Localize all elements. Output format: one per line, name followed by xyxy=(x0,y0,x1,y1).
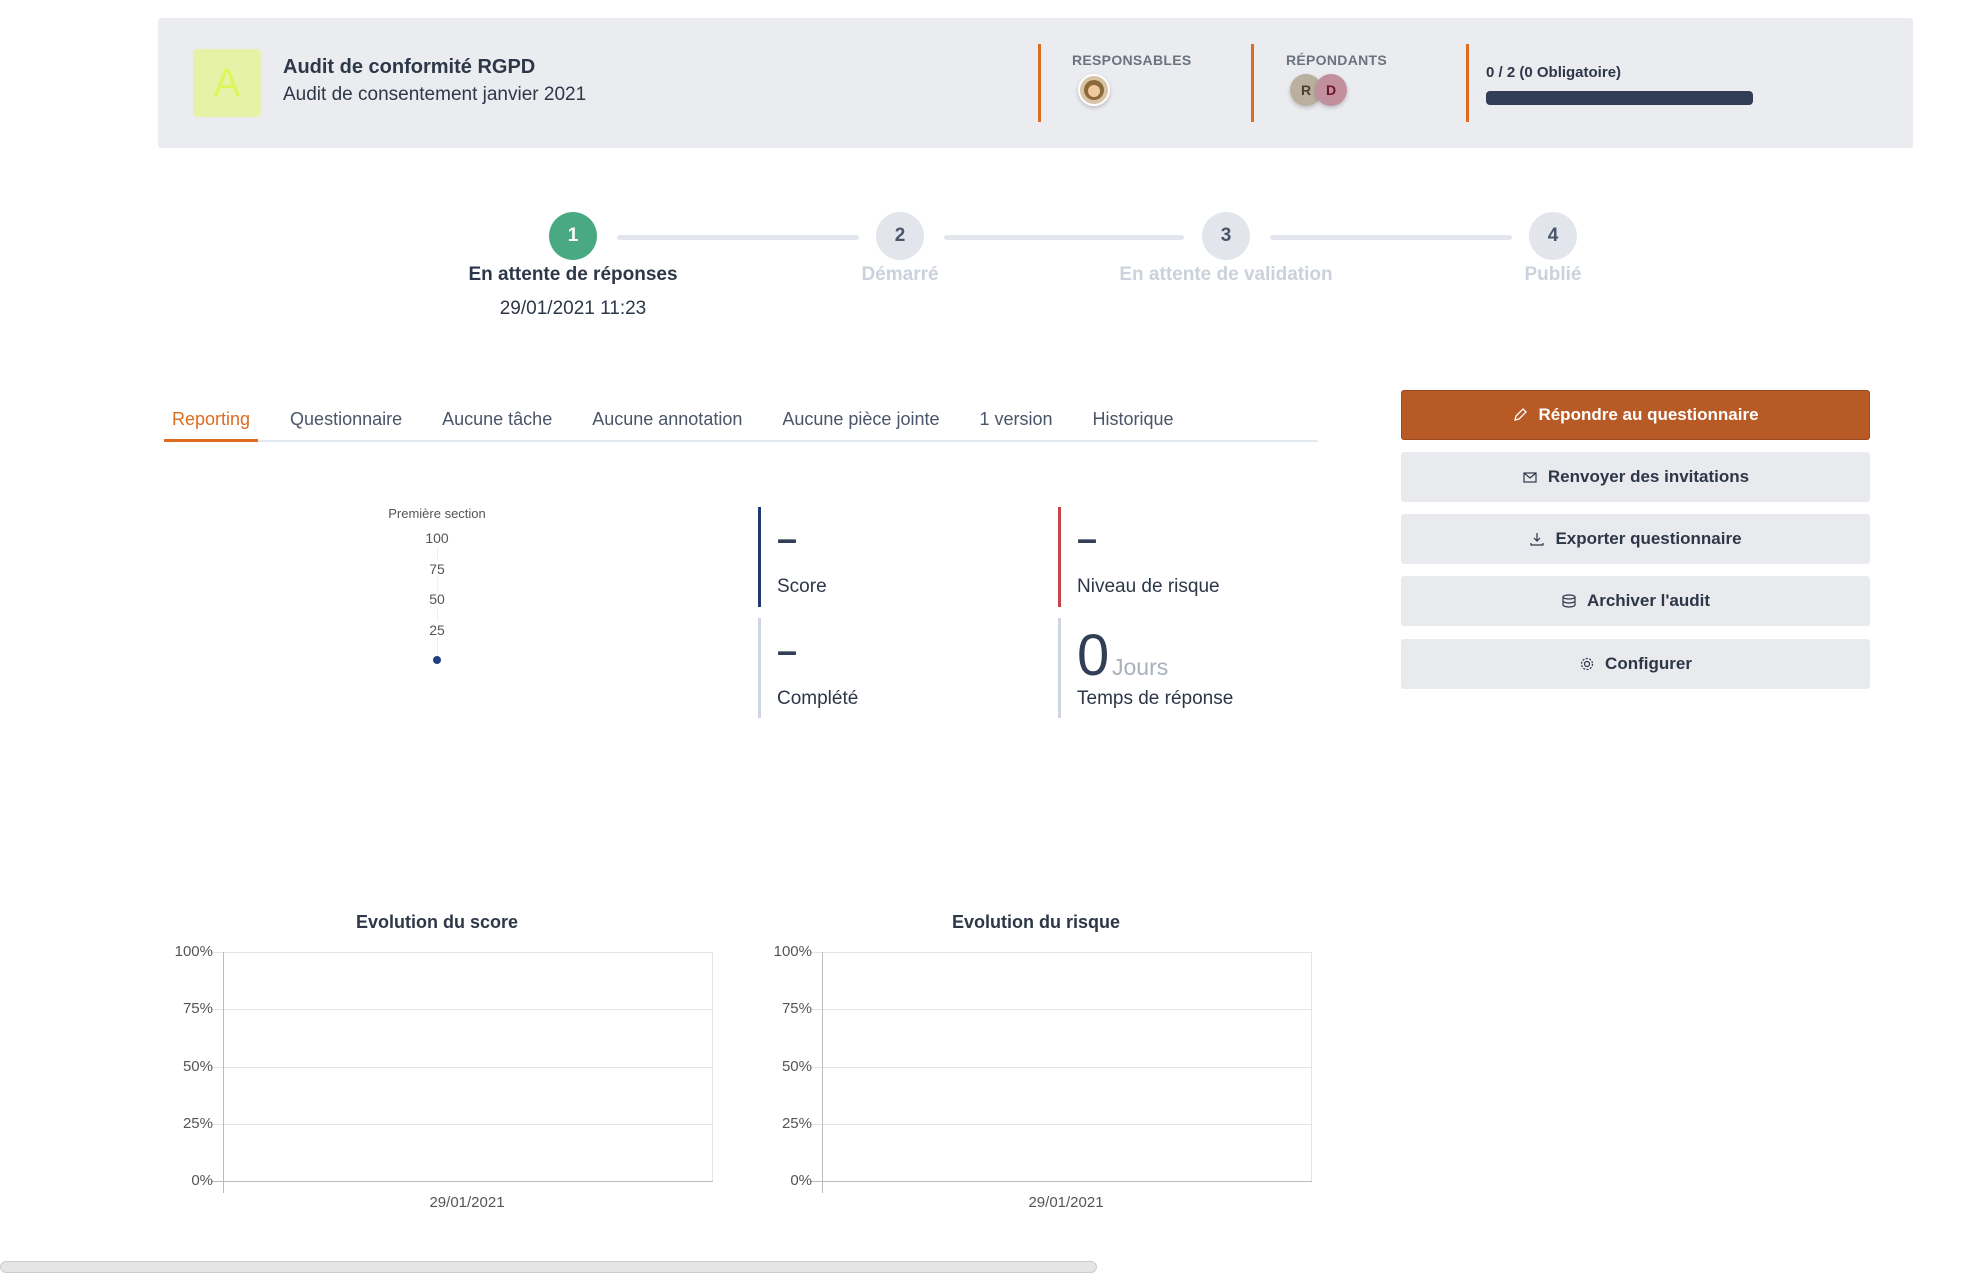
step-3-circle: 3 xyxy=(1202,212,1250,260)
y-axis xyxy=(223,952,224,1193)
step-connector xyxy=(1270,235,1512,240)
tab-bar: Reporting Questionnaire Aucune tâche Auc… xyxy=(164,404,1318,442)
response-time-border xyxy=(1058,618,1061,718)
radar-tick: 50 xyxy=(429,591,445,607)
step-1-date: 29/01/2021 11:23 xyxy=(499,298,647,319)
step-2-label: Démarré xyxy=(861,264,939,285)
step-connector xyxy=(617,235,859,240)
tab-questionnaire[interactable]: Questionnaire xyxy=(290,409,403,429)
divider xyxy=(1038,44,1041,122)
step-4-circle: 4 xyxy=(1529,212,1577,260)
gridline xyxy=(810,952,1312,953)
button-label: Renvoyer des invitations xyxy=(1547,467,1750,486)
step-connector xyxy=(944,235,1184,240)
horizontal-scrollbar[interactable] xyxy=(0,1261,1097,1273)
y-tick-label: 100% xyxy=(773,943,812,960)
gridline xyxy=(810,1123,1312,1125)
gridline xyxy=(211,1123,713,1125)
y-tick-label: 0% xyxy=(790,1172,812,1189)
radar-data-point xyxy=(433,656,441,664)
completed-label: Complété xyxy=(777,688,859,709)
gear-icon xyxy=(1580,657,1594,671)
completed-border xyxy=(758,618,761,718)
y-tick-label: 50% xyxy=(182,1057,213,1075)
step-1-circle: 1 xyxy=(549,212,597,260)
tab-pieces-jointes[interactable]: Aucune pièce jointe xyxy=(782,409,940,429)
audit-title: Audit de conformité RGPD xyxy=(283,56,536,78)
tab-annotations[interactable]: Aucune annotation xyxy=(592,409,743,429)
step-3-label: En attente de validation xyxy=(1119,264,1333,285)
score-label: Score xyxy=(777,576,827,597)
gridline xyxy=(810,1066,1312,1068)
gridline xyxy=(211,1066,713,1068)
y-tick-label: 75% xyxy=(182,1000,213,1018)
repondre-button[interactable]: Répondre au questionnaire xyxy=(1401,390,1870,440)
radar-axis-label: Première section xyxy=(388,506,486,521)
button-label: Répondre au questionnaire xyxy=(1538,405,1759,424)
pencil-icon xyxy=(1514,408,1528,421)
y-tick-label: 75% xyxy=(781,1000,812,1018)
x-tick-label: 29/01/2021 xyxy=(1028,1194,1104,1211)
score-value: – xyxy=(777,518,798,559)
risk-value: – xyxy=(1077,518,1098,559)
database-icon xyxy=(1562,594,1576,608)
gridline xyxy=(810,1009,1312,1011)
repondant-avatar[interactable]: D xyxy=(1315,74,1347,106)
risk-border xyxy=(1058,507,1061,607)
step-1-label: En attente de réponses xyxy=(468,264,678,285)
gridline xyxy=(810,1181,1312,1182)
x-tick-label: 29/01/2021 xyxy=(429,1194,505,1211)
archiver-button[interactable]: Archiver l'audit xyxy=(1401,576,1870,626)
gridline xyxy=(211,952,713,953)
completed-value: – xyxy=(777,630,798,671)
responsables-label: RESPONSABLES xyxy=(1072,52,1192,68)
y-tick-label: 25% xyxy=(182,1114,213,1132)
renvoyer-invitations-button[interactable]: Renvoyer des invitations xyxy=(1401,452,1870,502)
divider xyxy=(1466,44,1469,122)
button-label: Configurer xyxy=(1605,654,1692,673)
tab-versions[interactable]: 1 version xyxy=(979,409,1053,429)
mail-icon xyxy=(1523,472,1537,483)
audit-subtitle: Audit de consentement janvier 2021 xyxy=(283,84,587,105)
y-axis xyxy=(822,952,823,1193)
configurer-button[interactable]: Configurer xyxy=(1401,639,1870,689)
score-border xyxy=(758,507,761,607)
chart-title-risque: Evolution du risque xyxy=(951,912,1121,932)
responsable-avatar[interactable] xyxy=(1078,74,1110,106)
audit-logo: A xyxy=(193,49,261,117)
step-4-label: Publié xyxy=(1524,264,1582,285)
exporter-button[interactable]: Exporter questionnaire xyxy=(1401,514,1870,564)
tab-reporting[interactable]: Reporting xyxy=(164,404,259,442)
y-tick-label: 100% xyxy=(174,943,213,960)
response-time-label: Temps de réponse xyxy=(1077,688,1234,709)
gridline xyxy=(211,1009,713,1011)
divider xyxy=(1251,44,1254,122)
download-icon xyxy=(1530,533,1545,546)
button-label: Exporter questionnaire xyxy=(1555,529,1742,548)
tab-taches[interactable]: Aucune tâche xyxy=(442,409,553,429)
y-tick-label: 25% xyxy=(781,1114,812,1132)
progress-bar xyxy=(1486,91,1753,105)
radar-tick: 75 xyxy=(429,561,445,577)
chart-title-score: Evolution du score xyxy=(355,912,519,932)
repondants-label: RÉPONDANTS xyxy=(1286,52,1388,68)
gridline xyxy=(211,1181,713,1182)
tab-historique[interactable]: Historique xyxy=(1092,409,1174,429)
response-time-value: 0 xyxy=(1077,623,1110,688)
step-2-circle: 2 xyxy=(876,212,924,260)
y-tick-label: 0% xyxy=(191,1172,213,1189)
button-label: Archiver l'audit xyxy=(1586,591,1711,610)
y-tick-label: 50% xyxy=(781,1057,812,1075)
radar-tick: 25 xyxy=(429,622,445,638)
radar-tick: 100 xyxy=(425,530,449,546)
response-time-unit: Jours xyxy=(1112,654,1169,680)
progress-text: 0 / 2 (0 Obligatoire) xyxy=(1486,64,1622,81)
risk-label: Niveau de risque xyxy=(1077,576,1220,597)
audit-header: A Audit de conformité RGPD Audit de cons… xyxy=(158,18,1913,148)
